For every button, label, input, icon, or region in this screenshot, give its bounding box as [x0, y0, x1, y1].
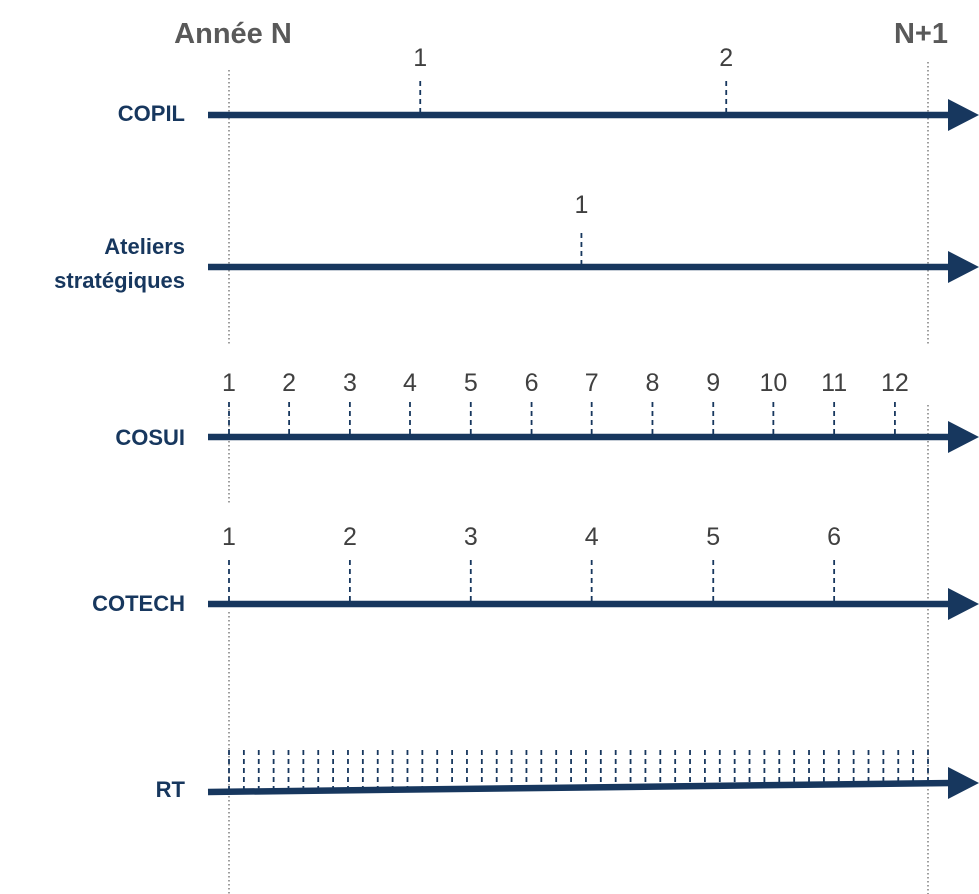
- year-end-label: N+1: [894, 18, 948, 50]
- cotech-row-label: COTECH: [92, 591, 185, 616]
- rt-row-label: RT: [156, 777, 186, 802]
- ateliers-arrow-head: [948, 251, 979, 283]
- cosui-tick-label: 5: [464, 369, 478, 397]
- cosui-tick-label: 7: [585, 369, 599, 397]
- cosui-tick-label: 9: [706, 369, 720, 397]
- cosui-tick-label: 12: [881, 369, 909, 397]
- cotech-tick-label: 3: [464, 523, 478, 551]
- rt-arrow-head: [948, 767, 979, 799]
- cosui-tick-label: 6: [525, 369, 539, 397]
- cotech-tick-label: 6: [827, 523, 841, 551]
- cotech-tick-label: 5: [706, 523, 720, 551]
- cosui-tick-label: 10: [759, 369, 787, 397]
- cosui-tick-label: 3: [343, 369, 357, 397]
- ateliers-row-label: stratégiques: [54, 268, 185, 293]
- rt-timeline-axis: [207, 779, 953, 796]
- cosui-arrow-head: [948, 421, 979, 453]
- ateliers-row-label: Ateliers: [104, 234, 185, 259]
- cotech-arrow-head: [948, 588, 979, 620]
- cosui-tick-label: 11: [821, 369, 847, 397]
- cosui-row-label: COSUI: [115, 425, 185, 450]
- cosui-tick-label: 8: [646, 369, 660, 397]
- cotech-tick-label: 1: [222, 523, 236, 551]
- ateliers-tick-label: 1: [574, 191, 588, 219]
- cotech-tick-label: 2: [343, 523, 357, 551]
- cotech-tick-label: 4: [585, 523, 599, 551]
- cosui-tick-label: 4: [403, 369, 417, 397]
- year-start-label: Année N: [174, 18, 292, 50]
- copil-arrow-head: [948, 99, 979, 131]
- cosui-tick-label: 2: [282, 369, 296, 397]
- cosui-tick-label: 1: [222, 369, 236, 397]
- copil-tick-label: 1: [413, 44, 427, 72]
- copil-tick-label: 2: [719, 44, 733, 72]
- copil-row-label: COPIL: [118, 101, 185, 126]
